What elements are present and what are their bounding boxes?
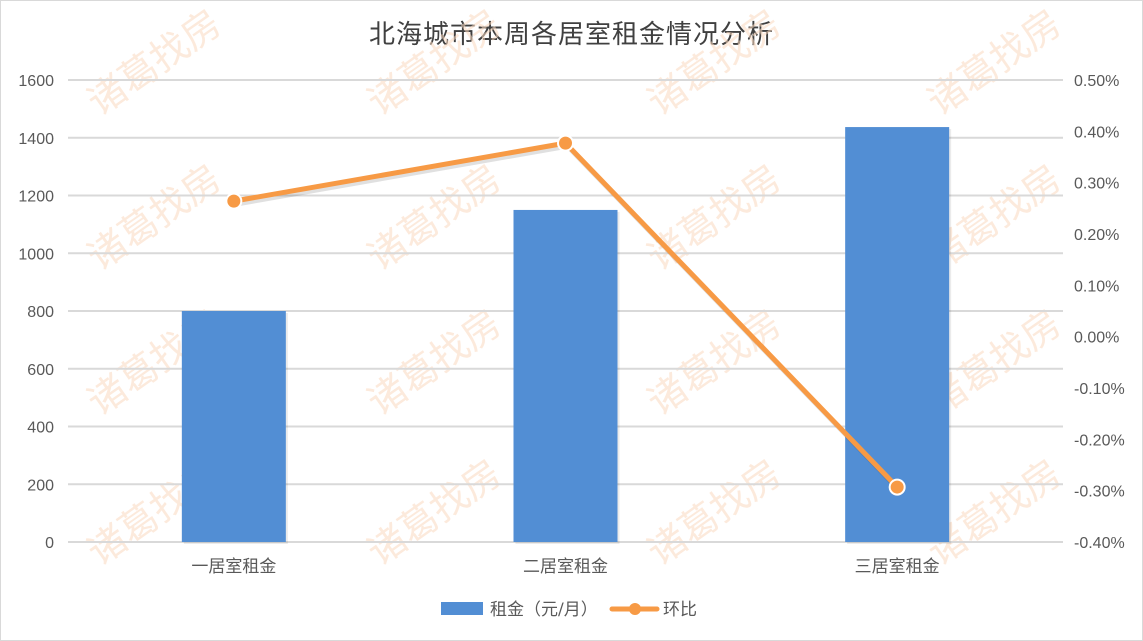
left-tick-label: 1400 xyxy=(18,131,54,148)
left-tick-label: 200 xyxy=(27,477,54,494)
watermark-text: 诸葛找房 xyxy=(639,301,789,424)
bar xyxy=(513,209,618,542)
right-tick-label: 0.40% xyxy=(1074,124,1119,141)
category-axis: 一居室租金 二居室租金 三居室租金 xyxy=(191,557,939,577)
legend-bar-label: 租金（元/月） xyxy=(490,600,598,620)
right-tick-label: -0.20% xyxy=(1074,432,1125,449)
line-marker xyxy=(557,134,574,152)
category-label: 三居室租金 xyxy=(855,557,940,577)
watermark-text: 诸葛找房 xyxy=(639,1,789,124)
line-marker xyxy=(888,478,906,496)
left-tick-label: 1000 xyxy=(18,246,54,263)
legend-line-marker-icon xyxy=(629,603,641,615)
right-tick-label: -0.10% xyxy=(1074,381,1125,398)
legend-bar-swatch xyxy=(441,602,483,615)
left-tick-label: 1600 xyxy=(18,73,54,90)
right-tick-label: 0.50% xyxy=(1074,73,1119,90)
left-tick-label: 0 xyxy=(45,535,54,552)
left-tick-label: 400 xyxy=(27,420,54,437)
right-tick-label: 0.30% xyxy=(1074,176,1119,193)
left-tick-label: 600 xyxy=(27,362,54,379)
left-tick-label: 1200 xyxy=(18,189,54,206)
watermark-text: 诸葛找房 xyxy=(359,451,509,574)
bar xyxy=(181,311,286,542)
right-tick-label: 0.00% xyxy=(1074,330,1119,347)
watermark-text: 诸葛找房 xyxy=(359,301,509,424)
line-marker xyxy=(225,192,243,210)
right-tick-label: -0.30% xyxy=(1074,484,1125,501)
legend: 租金（元/月） 环比 xyxy=(441,600,697,620)
line-series xyxy=(225,134,906,496)
right-tick-label: 0.20% xyxy=(1074,227,1119,244)
left-axis: 0 200 400 600 800 1000 1200 1400 1600 xyxy=(18,73,54,552)
watermark-text: 诸葛找房 xyxy=(639,156,789,279)
right-tick-label: 0.10% xyxy=(1074,278,1119,295)
right-tick-label: -0.40% xyxy=(1074,535,1125,552)
watermark-text: 诸葛找房 xyxy=(79,156,229,279)
right-axis: -0.40% -0.30% -0.20% -0.10% 0.00% 0.10% 0.20% 0… xyxy=(1074,73,1125,552)
category-label: 二居室租金 xyxy=(523,557,608,577)
watermark-text: 诸葛找房 xyxy=(919,1,1069,124)
chart-title: 北海城市本周各居室租金情况分析 xyxy=(368,20,774,50)
bar-series xyxy=(181,127,952,544)
bar xyxy=(845,127,950,542)
watermark-text: 诸葛找房 xyxy=(359,1,509,124)
watermark-text: 诸葛找房 xyxy=(79,1,229,124)
category-label: 一居室租金 xyxy=(191,557,276,577)
legend-line-label: 环比 xyxy=(663,600,697,620)
left-tick-label: 800 xyxy=(27,304,54,321)
watermark-text: 诸葛找房 xyxy=(639,451,789,574)
